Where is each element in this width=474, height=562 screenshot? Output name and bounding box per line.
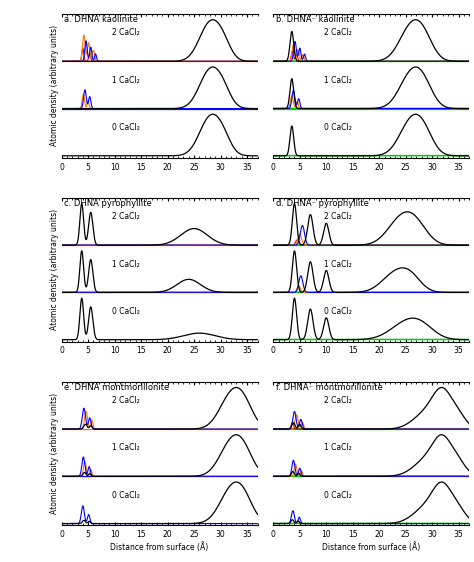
Text: 0 CaCl₂: 0 CaCl₂ bbox=[324, 307, 352, 316]
Text: 2 CaCl₂: 2 CaCl₂ bbox=[324, 396, 351, 405]
Y-axis label: Atomic density (arbitrary units): Atomic density (arbitrary units) bbox=[50, 393, 59, 514]
Text: b. DHNA⁻ kaolinite: b. DHNA⁻ kaolinite bbox=[276, 16, 355, 25]
Text: 0 CaCl₂: 0 CaCl₂ bbox=[112, 123, 140, 132]
Text: 2 CaCl₂: 2 CaCl₂ bbox=[112, 396, 140, 405]
Text: 2 CaCl₂: 2 CaCl₂ bbox=[324, 212, 351, 221]
Y-axis label: Atomic density (arbitrary units): Atomic density (arbitrary units) bbox=[50, 209, 59, 330]
Text: 1 CaCl₂: 1 CaCl₂ bbox=[112, 260, 140, 269]
X-axis label: Distance from surface (Å): Distance from surface (Å) bbox=[110, 542, 209, 552]
Text: 2 CaCl₂: 2 CaCl₂ bbox=[112, 29, 140, 38]
Text: 2 CaCl₂: 2 CaCl₂ bbox=[324, 29, 351, 38]
Text: d. DHNA⁻ pyrophyllite: d. DHNA⁻ pyrophyllite bbox=[276, 200, 369, 209]
Text: c. DHNA pyrophyllite: c. DHNA pyrophyllite bbox=[64, 200, 152, 209]
Text: f. DHNA⁻ montmorillonite: f. DHNA⁻ montmorillonite bbox=[276, 383, 383, 392]
Text: 0 CaCl₂: 0 CaCl₂ bbox=[324, 123, 352, 132]
Text: a. DHNA kaolinite: a. DHNA kaolinite bbox=[64, 16, 138, 25]
Y-axis label: Atomic density (arbitrary units): Atomic density (arbitrary units) bbox=[50, 25, 59, 147]
Text: 1 CaCl₂: 1 CaCl₂ bbox=[112, 76, 140, 85]
Text: 1 CaCl₂: 1 CaCl₂ bbox=[324, 76, 351, 85]
Text: e. DHNA montmorillonite: e. DHNA montmorillonite bbox=[64, 383, 170, 392]
Text: 2 CaCl₂: 2 CaCl₂ bbox=[112, 212, 140, 221]
X-axis label: Distance from surface (Å): Distance from surface (Å) bbox=[322, 542, 420, 552]
Text: 1 CaCl₂: 1 CaCl₂ bbox=[112, 443, 140, 452]
Text: 0 CaCl₂: 0 CaCl₂ bbox=[112, 307, 140, 316]
Text: 1 CaCl₂: 1 CaCl₂ bbox=[324, 443, 351, 452]
Text: 0 CaCl₂: 0 CaCl₂ bbox=[324, 491, 352, 500]
Text: 1 CaCl₂: 1 CaCl₂ bbox=[324, 260, 351, 269]
Text: 0 CaCl₂: 0 CaCl₂ bbox=[112, 491, 140, 500]
